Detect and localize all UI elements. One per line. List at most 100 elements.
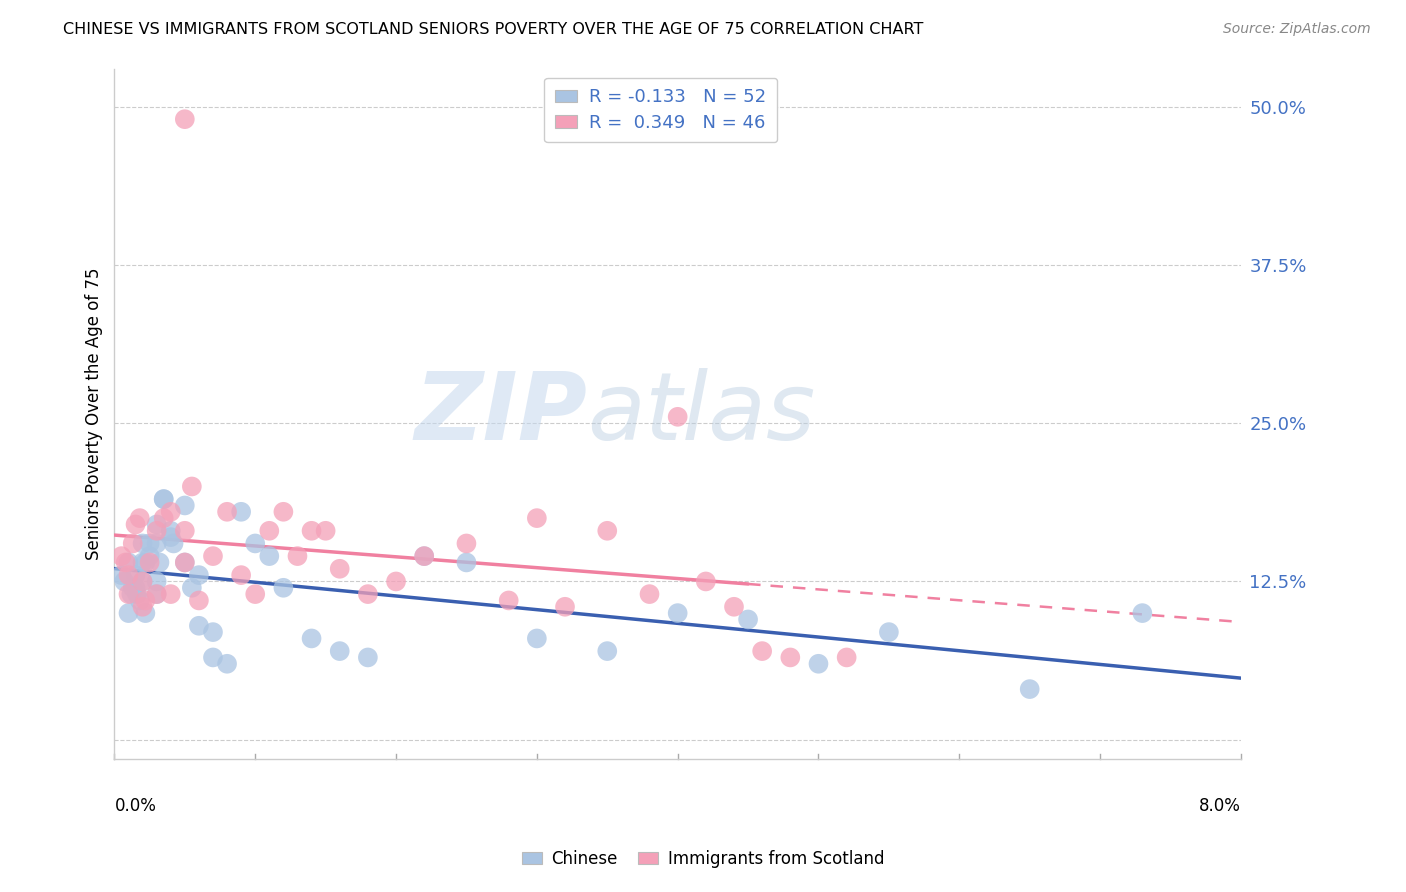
Point xyxy=(121,536,143,550)
Point xyxy=(152,492,174,507)
Point xyxy=(145,524,167,538)
Point xyxy=(751,644,773,658)
Point xyxy=(329,644,352,658)
Point xyxy=(526,511,548,525)
Point xyxy=(273,505,295,519)
Point xyxy=(112,574,135,589)
Point xyxy=(187,593,209,607)
Point xyxy=(259,524,281,538)
Point xyxy=(124,581,146,595)
Point xyxy=(180,479,202,493)
Point xyxy=(456,536,478,550)
Point xyxy=(110,568,132,582)
Point xyxy=(117,587,139,601)
Text: 8.0%: 8.0% xyxy=(1199,797,1241,814)
Point xyxy=(1130,606,1153,620)
Point xyxy=(117,606,139,620)
Point xyxy=(124,517,146,532)
Point xyxy=(159,587,181,601)
Point xyxy=(596,644,619,658)
Point xyxy=(329,562,352,576)
Point xyxy=(259,549,281,563)
Point xyxy=(138,556,160,570)
Point xyxy=(180,581,202,595)
Point xyxy=(131,574,153,589)
Point xyxy=(201,650,224,665)
Point xyxy=(148,556,170,570)
Point xyxy=(215,505,238,519)
Point xyxy=(159,505,181,519)
Legend: Chinese, Immigrants from Scotland: Chinese, Immigrants from Scotland xyxy=(515,844,891,875)
Point xyxy=(125,587,148,601)
Point xyxy=(737,612,759,626)
Point xyxy=(162,536,184,550)
Point xyxy=(1018,682,1040,697)
Point xyxy=(835,650,858,665)
Point xyxy=(173,499,195,513)
Point xyxy=(124,568,146,582)
Point xyxy=(138,536,160,550)
Point xyxy=(173,556,195,570)
Point xyxy=(128,511,150,525)
Point xyxy=(145,574,167,589)
Point xyxy=(215,657,238,671)
Legend: R = -0.133   N = 52, R =  0.349   N = 46: R = -0.133 N = 52, R = 0.349 N = 46 xyxy=(544,78,778,143)
Point xyxy=(201,625,224,640)
Point xyxy=(666,606,689,620)
Point xyxy=(413,549,436,563)
Point xyxy=(301,524,323,538)
Point xyxy=(159,530,181,544)
Point xyxy=(131,556,153,570)
Point xyxy=(173,524,195,538)
Point xyxy=(273,581,295,595)
Text: CHINESE VS IMMIGRANTS FROM SCOTLAND SENIORS POVERTY OVER THE AGE OF 75 CORRELATI: CHINESE VS IMMIGRANTS FROM SCOTLAND SENI… xyxy=(63,22,924,37)
Point xyxy=(131,574,153,589)
Point xyxy=(666,409,689,424)
Point xyxy=(110,549,132,563)
Point xyxy=(128,593,150,607)
Point xyxy=(131,536,153,550)
Point xyxy=(117,556,139,570)
Point xyxy=(152,492,174,507)
Point xyxy=(187,568,209,582)
Point xyxy=(554,599,576,614)
Point xyxy=(245,587,267,601)
Point xyxy=(134,593,156,607)
Point xyxy=(877,625,900,640)
Point xyxy=(145,517,167,532)
Point xyxy=(145,587,167,601)
Point xyxy=(231,568,253,582)
Point xyxy=(173,556,195,570)
Text: Source: ZipAtlas.com: Source: ZipAtlas.com xyxy=(1223,22,1371,37)
Point xyxy=(638,587,661,601)
Y-axis label: Seniors Poverty Over the Age of 75: Seniors Poverty Over the Age of 75 xyxy=(86,268,103,560)
Point xyxy=(120,587,142,601)
Point xyxy=(385,574,408,589)
Point xyxy=(138,549,160,563)
Point xyxy=(357,650,380,665)
Point xyxy=(117,568,139,582)
Text: ZIP: ZIP xyxy=(415,368,588,459)
Point xyxy=(231,505,253,519)
Point xyxy=(114,556,136,570)
Point xyxy=(145,536,167,550)
Point xyxy=(723,599,745,614)
Point xyxy=(301,632,323,646)
Point xyxy=(456,556,478,570)
Point xyxy=(413,549,436,563)
Point xyxy=(134,606,156,620)
Point xyxy=(121,581,143,595)
Point xyxy=(498,593,520,607)
Text: atlas: atlas xyxy=(588,368,815,459)
Point xyxy=(134,556,156,570)
Text: 0.0%: 0.0% xyxy=(114,797,156,814)
Point xyxy=(357,587,380,601)
Point xyxy=(187,619,209,633)
Point xyxy=(245,536,267,550)
Point xyxy=(695,574,717,589)
Point xyxy=(131,599,153,614)
Point xyxy=(287,549,309,563)
Point xyxy=(201,549,224,563)
Point xyxy=(152,511,174,525)
Point xyxy=(526,632,548,646)
